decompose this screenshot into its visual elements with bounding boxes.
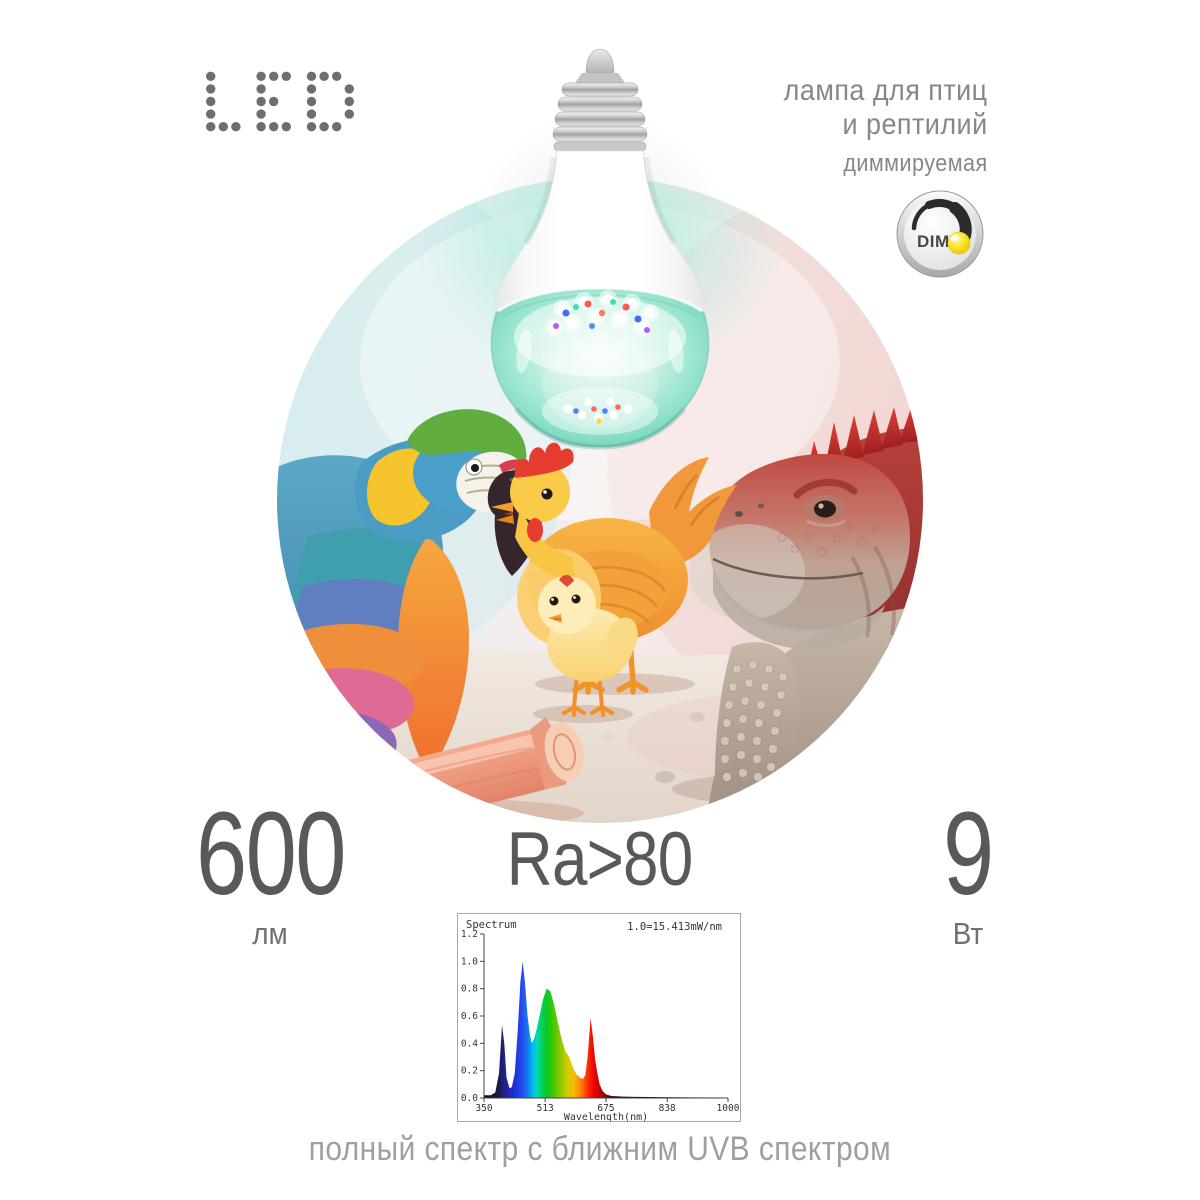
svg-text:0.2: 0.2 [461, 1066, 478, 1077]
svg-text:0.6: 0.6 [461, 1011, 478, 1022]
iguana-nostril [735, 511, 743, 517]
watts-unit: Вт [952, 916, 984, 952]
led-bulb [490, 48, 710, 450]
svg-text:1.0=15.413mW/nm: 1.0=15.413mW/nm [627, 921, 722, 933]
iguana-neck-folds [850, 545, 896, 638]
svg-text:0.4: 0.4 [461, 1038, 478, 1049]
svg-text:Wavelength(nm): Wavelength(nm) [564, 1112, 648, 1121]
stat-lumens: 600 лм [150, 788, 390, 952]
parrot-breast [398, 537, 469, 774]
spectrum-chart: 0.0 0.2 0.4 0.6 0.8 1.0 1.2 350 513 675 838 1000 Spe… [457, 913, 741, 1123]
lumens-unit: лм [252, 916, 288, 952]
headline-line-2: и рептилий [842, 108, 988, 141]
dim-badge: DIM [896, 190, 984, 278]
svg-text:Spectrum: Spectrum [466, 919, 517, 931]
iguana-eye [814, 500, 836, 518]
svg-text:1.0: 1.0 [461, 956, 478, 967]
headline-line-1: лампа для птиц [784, 74, 988, 107]
caption: полный спектр с ближним UVB спектром [0, 1130, 1200, 1169]
spectrum-curve [484, 961, 728, 1098]
led-logo [204, 70, 356, 138]
e27-screw-base [552, 48, 648, 152]
stat-cri: Ra>80 [440, 817, 760, 902]
bulb-white-body [494, 150, 706, 318]
iguana-mouth [712, 557, 864, 580]
svg-text:0.0: 0.0 [461, 1093, 478, 1104]
chick [533, 574, 638, 723]
hen [491, 442, 737, 695]
cri-value: Ra>80 [507, 817, 694, 902]
chick-crest [559, 574, 574, 587]
hen-wattle [527, 518, 543, 542]
spectrum-plot: 0.0 0.2 0.4 0.6 0.8 1.0 1.2 350 513 675 838 1000 Spe… [461, 919, 740, 1123]
caption-text: полный спектр с ближним UVB спектром [308, 1130, 892, 1168]
hen-eye [541, 488, 553, 500]
svg-text:0.8: 0.8 [461, 984, 478, 995]
chick-wing [606, 617, 638, 661]
led-reflections [542, 387, 658, 435]
dimmer-arc-icon [911, 198, 972, 242]
headline-dimmable: диммируемая [843, 150, 988, 177]
headline: лампа для птиц и рептилий диммируемая [784, 74, 988, 177]
svg-text:1000: 1000 [717, 1103, 740, 1114]
led-logo-dots [206, 71, 354, 132]
dimmer-yellow-dot-icon [947, 231, 971, 255]
hen-comb [514, 442, 574, 478]
hen-head [510, 462, 570, 522]
svg-text:838: 838 [659, 1103, 676, 1114]
dimmer-dot-highlight [950, 234, 959, 242]
stat-watts: 9 Вт [848, 788, 1088, 952]
svg-text:1.2: 1.2 [461, 929, 478, 940]
led-chips [545, 290, 659, 336]
iguana-scales [777, 522, 879, 557]
watts-value: 9 [943, 788, 994, 920]
lumens-value: 600 [195, 788, 346, 920]
iguana-leg-scales [720, 660, 788, 782]
iguana-claws [721, 805, 771, 823]
dim-badge-label: DIM [917, 232, 950, 251]
svg-text:350: 350 [475, 1103, 492, 1114]
svg-text:675: 675 [597, 1103, 614, 1114]
hen-beak [491, 502, 513, 512]
svg-text:513: 513 [537, 1103, 554, 1114]
hen-tail [649, 457, 737, 565]
